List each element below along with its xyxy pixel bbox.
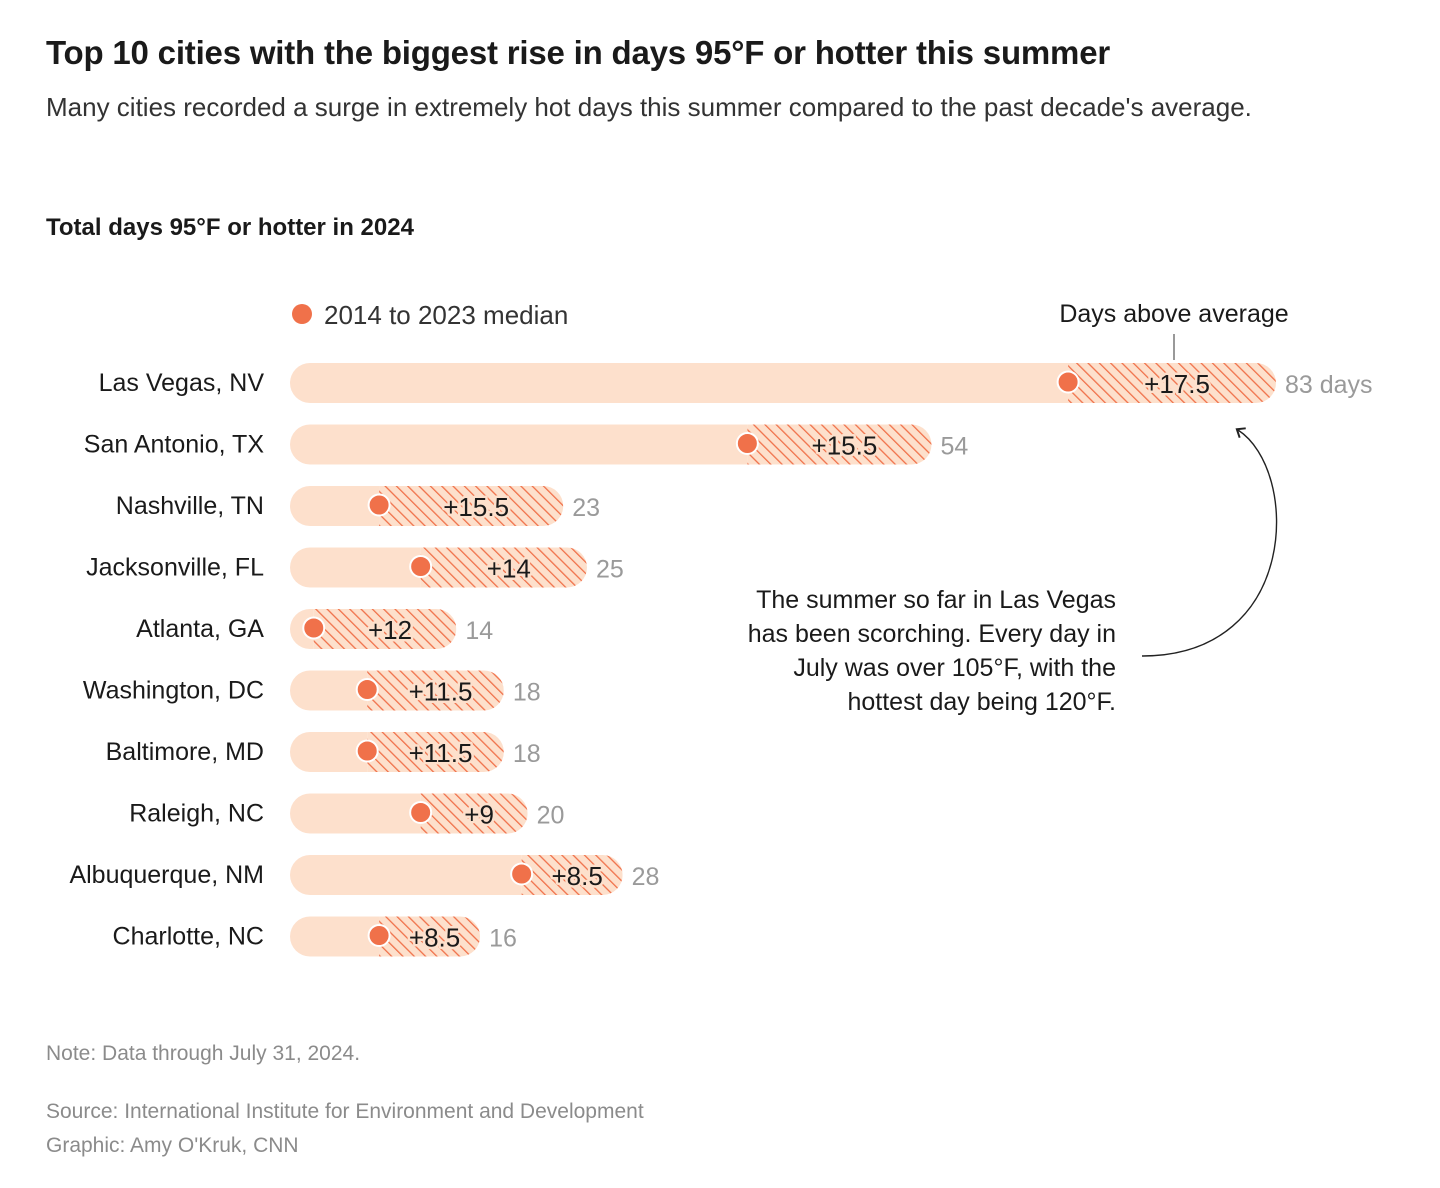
bar-row: Las Vegas, NV +17.5 83 days bbox=[99, 363, 1373, 403]
median-dot bbox=[367, 924, 391, 947]
category-label: Baltimore, MD bbox=[106, 738, 264, 766]
median-dot bbox=[1056, 370, 1080, 394]
bar-above-segment bbox=[367, 732, 504, 772]
bar-median-segment bbox=[290, 916, 380, 957]
median-dot bbox=[409, 555, 433, 578]
diff-label: +17.5 bbox=[1144, 369, 1210, 399]
chart-title: Top 10 cities with the biggest rise in d… bbox=[46, 34, 1110, 71]
bar-median-segment bbox=[290, 363, 1069, 403]
bar-above-segment bbox=[1068, 363, 1276, 403]
bar-median-segment bbox=[290, 855, 522, 895]
section-title: Total days 95°F or hotter in 2024 bbox=[46, 214, 414, 241]
category-label: Nashville, TN bbox=[116, 492, 264, 520]
bar-row: San Antonio, TX +15.5 54 bbox=[84, 424, 968, 465]
footer-note: Note: Data through July 31, 2024. bbox=[46, 1042, 361, 1065]
median-dot bbox=[355, 739, 379, 763]
bar-row: Charlotte, NC +8.5 16 bbox=[113, 916, 517, 957]
median-dot bbox=[510, 862, 534, 886]
diff-label: +8.5 bbox=[551, 861, 602, 891]
bar-above-segment bbox=[420, 547, 587, 588]
total-label: 20 bbox=[537, 802, 565, 830]
bar-row: Albuquerque, NM +8.5 28 bbox=[69, 855, 659, 895]
bar-above-segment bbox=[367, 670, 504, 711]
total-label: 23 bbox=[572, 494, 600, 522]
bar-median-segment bbox=[290, 424, 748, 465]
category-label: San Antonio, TX bbox=[84, 431, 265, 459]
bar-row: Nashville, TN +15.5 23 bbox=[116, 486, 600, 526]
bar-row: Washington, DC +11.5 18 bbox=[83, 670, 541, 711]
bars-group: Las Vegas, NV +17.5 83 days San Antonio, TX… bbox=[69, 363, 1373, 957]
diff-label: +15.5 bbox=[443, 492, 509, 522]
diff-label: +11.5 bbox=[409, 677, 473, 707]
footer-credit: Graphic: Amy O'Kruk, CNN bbox=[46, 1134, 299, 1157]
diff-label: +8.5 bbox=[409, 923, 460, 953]
bar-median-segment bbox=[290, 670, 368, 711]
median-dot bbox=[355, 678, 379, 701]
category-label: Atlanta, GA bbox=[136, 615, 264, 643]
total-label: 18 bbox=[513, 679, 541, 707]
category-label: Las Vegas, NV bbox=[99, 369, 265, 397]
legend-above-label: Days above average bbox=[1059, 300, 1288, 328]
bar-row: Baltimore, MD +11.5 18 bbox=[106, 732, 541, 772]
category-label: Charlotte, NC bbox=[113, 923, 264, 951]
category-label: Raleigh, NC bbox=[129, 800, 264, 828]
total-label: 83 days bbox=[1285, 371, 1373, 399]
annotation-text: The summer so far in Las Vegas has been … bbox=[747, 586, 1116, 716]
bar-above-segment bbox=[420, 793, 528, 834]
chart-subtitle: Many cities recorded a surge in extremel… bbox=[46, 92, 1252, 122]
total-label: 14 bbox=[465, 617, 493, 645]
median-dot bbox=[735, 432, 759, 455]
bar-median-segment bbox=[290, 732, 368, 772]
bar-above-segment bbox=[379, 486, 564, 526]
total-label: 16 bbox=[489, 925, 517, 953]
bar-above-segment bbox=[521, 855, 623, 895]
category-label: Jacksonville, FL bbox=[86, 554, 264, 582]
bar-above-segment bbox=[747, 424, 932, 465]
total-label: 54 bbox=[940, 433, 968, 461]
total-label: 18 bbox=[513, 740, 541, 768]
bar-row: Atlanta, GA +12 14 bbox=[136, 609, 493, 649]
footer-source: Source: International Institute for Envi… bbox=[46, 1100, 644, 1123]
bar-median-segment bbox=[290, 793, 421, 834]
median-dot bbox=[409, 801, 433, 824]
bar-median-segment bbox=[290, 486, 380, 526]
bar-above-segment bbox=[313, 609, 457, 649]
category-label: Washington, DC bbox=[83, 677, 264, 705]
median-dot bbox=[367, 493, 391, 517]
bar-median-segment bbox=[290, 547, 421, 588]
total-label: 25 bbox=[596, 556, 624, 584]
diff-label: +9 bbox=[464, 800, 494, 830]
total-label: 28 bbox=[632, 863, 660, 891]
diff-label: +11.5 bbox=[409, 738, 473, 768]
annotation-arrow bbox=[1141, 427, 1278, 657]
diff-label: +15.5 bbox=[812, 431, 878, 461]
legend: 2014 to 2023 median Days above average bbox=[292, 300, 1289, 360]
bar-row: Raleigh, NC +9 20 bbox=[129, 793, 565, 834]
median-dot bbox=[302, 616, 326, 640]
legend-median-label: 2014 to 2023 median bbox=[324, 300, 568, 330]
category-label: Albuquerque, NM bbox=[69, 861, 264, 889]
bar-chart: 2014 to 2023 median Days above average L… bbox=[69, 300, 1373, 957]
diff-label: +14 bbox=[487, 554, 531, 584]
bar-above-segment bbox=[379, 916, 481, 957]
bar-row: Jacksonville, FL +14 25 bbox=[86, 547, 624, 588]
diff-label: +12 bbox=[368, 615, 412, 645]
legend-median-dot bbox=[292, 304, 312, 324]
